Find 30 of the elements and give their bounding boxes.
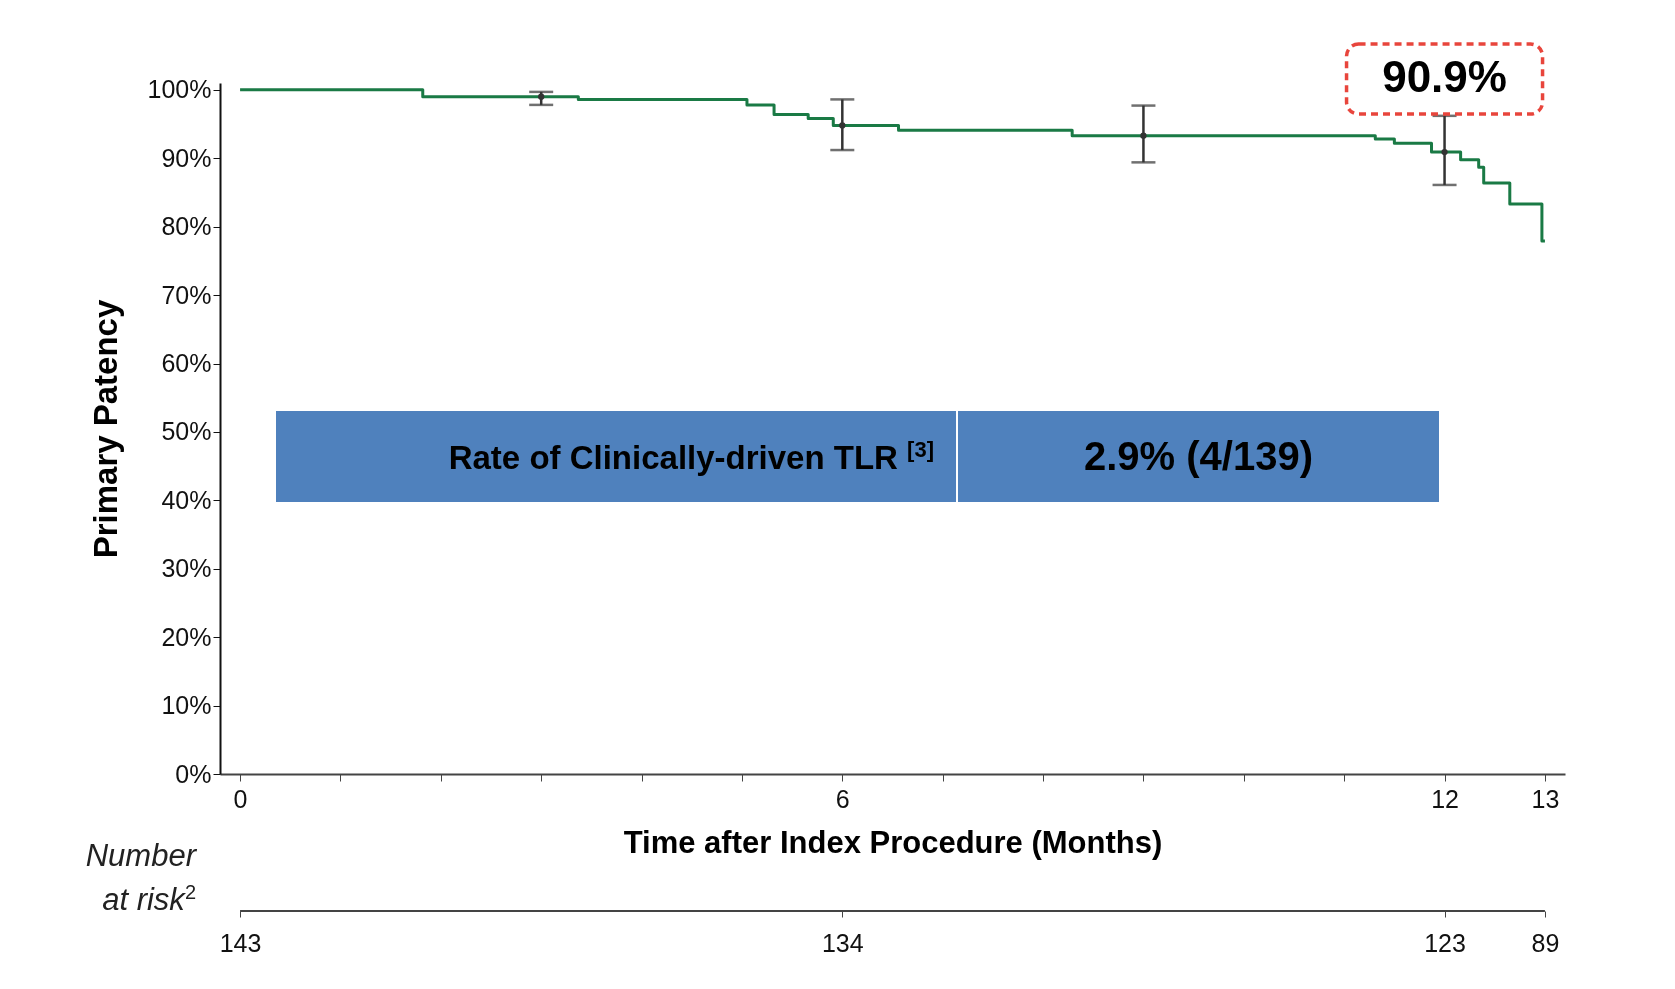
y-tick-label: 100% xyxy=(147,75,212,104)
y-tick-label: 0% xyxy=(175,759,212,788)
y-tick-label: 30% xyxy=(161,554,212,583)
point xyxy=(1140,132,1147,139)
y-tick-label: 50% xyxy=(161,417,212,446)
y-tick-label: 70% xyxy=(161,280,212,309)
y-tick-label: 80% xyxy=(161,212,212,241)
annotation: Rate of Clinically-driven TLR $^{[3]}$ xyxy=(448,436,934,477)
point xyxy=(538,93,545,100)
x-tick-label: 12 xyxy=(1431,784,1459,813)
y-tick-label: 20% xyxy=(161,622,212,651)
point xyxy=(839,122,846,129)
y-tick-label: 90% xyxy=(161,143,212,172)
table-panel: Rate of Clinically-driven TLR $^{[3]}$ 2.9% (4/139) xyxy=(276,411,1439,502)
annotation: 89 xyxy=(1531,928,1560,957)
text: Number at risk$^{2}$ xyxy=(84,838,196,919)
x-tick-label: 13 xyxy=(1531,784,1560,813)
x-axis-title: Time after Index Procedure (Months) xyxy=(623,824,1163,860)
x-tick-label: 0 xyxy=(233,784,248,813)
annotation: 90.9% xyxy=(1382,52,1507,102)
annotation: 143 xyxy=(219,928,262,957)
y-tick-label: 40% xyxy=(161,485,212,514)
annotation: 123 xyxy=(1424,928,1466,957)
point xyxy=(1441,148,1448,156)
x-tick-label: 6 xyxy=(835,784,850,813)
annotation: 134 xyxy=(821,928,864,957)
y-tick-label: 60% xyxy=(161,349,212,377)
annotation: 2.9% (4/139) xyxy=(1083,434,1314,479)
y-axis-title: Primary Patency xyxy=(86,299,124,559)
y-tick-label: 10% xyxy=(161,691,212,720)
